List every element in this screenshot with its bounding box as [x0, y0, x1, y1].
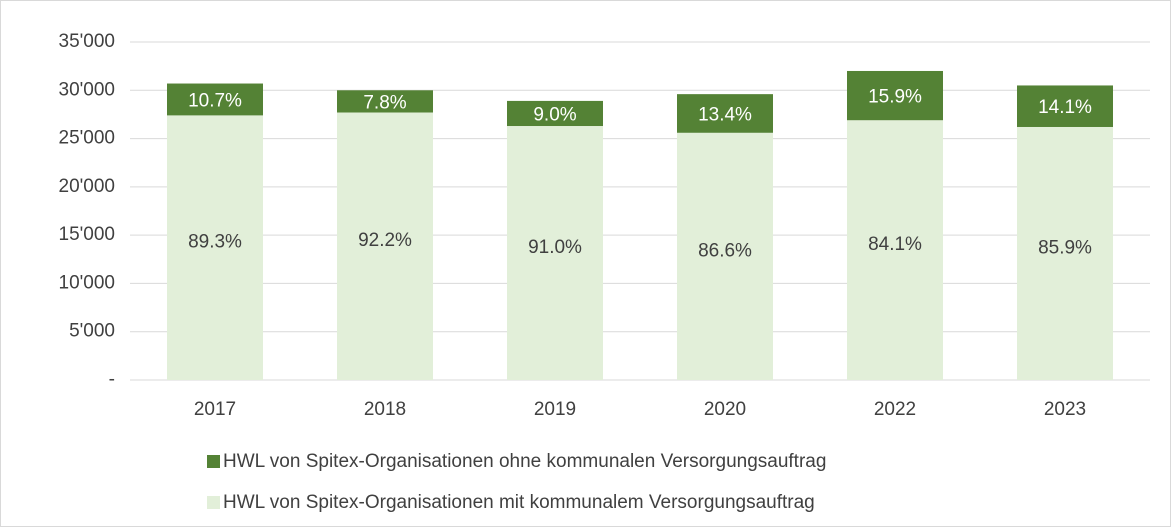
legend-label: HWL von Spitex-Organisationen mit kommun… — [223, 492, 815, 513]
x-tick-label: 2022 — [874, 399, 916, 420]
y-tick-label: 20'000 — [59, 176, 115, 197]
bar-segment — [167, 83, 263, 116]
bar-segment — [337, 90, 433, 113]
data-label: 13.4% — [698, 104, 752, 125]
data-label: 85.9% — [1038, 237, 1092, 258]
bar-segment — [677, 132, 773, 380]
data-label: 89.3% — [188, 231, 242, 252]
bar-segment — [1017, 126, 1113, 381]
data-label: 15.9% — [868, 87, 922, 108]
legend-swatch — [207, 496, 220, 509]
x-tick-label: 2018 — [364, 399, 406, 420]
bar-segment — [337, 112, 433, 381]
y-tick-label: 25'000 — [59, 128, 115, 149]
bar-segment — [507, 100, 603, 127]
bar-segment — [847, 120, 943, 381]
y-tick-label: 30'000 — [59, 79, 115, 100]
bar-segment — [507, 126, 603, 380]
data-label: 7.8% — [363, 92, 406, 113]
bar-segment — [167, 115, 263, 380]
data-label: 91.0% — [528, 237, 582, 258]
bar-segment — [1017, 85, 1113, 127]
data-label: 92.2% — [358, 230, 412, 251]
x-tick-label: 2019 — [534, 399, 576, 420]
legend-label: HWL von Spitex-Organisationen ohne kommu… — [223, 451, 826, 472]
x-tick-label: 2017 — [194, 399, 236, 420]
y-tick-label: 15'000 — [59, 224, 115, 245]
data-label: 10.7% — [188, 90, 242, 111]
x-tick-label: 2023 — [1044, 399, 1086, 420]
data-label: 84.1% — [868, 234, 922, 255]
y-tick-label: 35'000 — [59, 31, 115, 52]
x-tick-label: 2020 — [704, 399, 746, 420]
y-tick-label: - — [109, 369, 115, 390]
legend-swatch — [207, 455, 220, 468]
bar-segment — [677, 94, 773, 133]
bar-segment — [847, 70, 943, 121]
data-label: 9.0% — [533, 104, 576, 125]
y-tick-label: 5'000 — [69, 321, 115, 342]
data-label: 86.6% — [698, 240, 752, 261]
data-label: 14.1% — [1038, 97, 1092, 118]
y-tick-label: 10'000 — [59, 272, 115, 293]
